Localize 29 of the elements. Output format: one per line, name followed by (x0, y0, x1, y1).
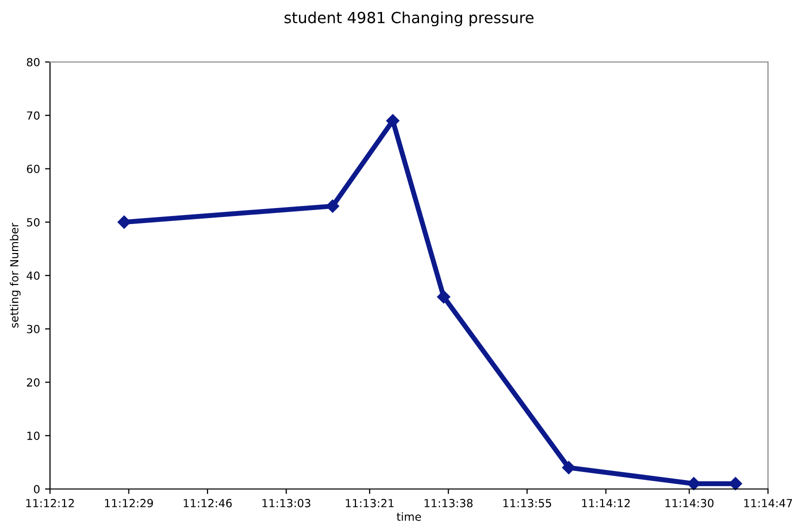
point (386, 114, 400, 128)
point (326, 200, 340, 213)
x-tick-label: 11:12:12 (26, 498, 74, 508)
y-tick-label: 0 (34, 484, 40, 494)
point (437, 290, 450, 304)
y-tick-label: 50 (26, 218, 40, 227)
point (562, 461, 576, 474)
x-tick-label: 11:14:30 (666, 498, 714, 508)
x-tick-label: 11:12:46 (184, 498, 232, 508)
chart-title: student 4981 Changing pressure (284, 12, 534, 26)
y-tick-label: 70 (27, 111, 40, 120)
x-tick-label: 11:13:55 (503, 498, 552, 508)
x-tick-label: 11:13:03 (262, 498, 310, 508)
x-tick-label: 11:12:29 (105, 498, 153, 508)
y-tick-label: 60 (26, 164, 40, 174)
point (687, 477, 700, 490)
y-tick-label: 20 (26, 378, 40, 387)
y-tick-label: 80 (26, 58, 40, 66)
y-tick-label: 30 (26, 324, 40, 334)
x-tick-label: 11:14:12 (582, 498, 630, 508)
point (118, 216, 131, 229)
point (728, 477, 742, 490)
x-tick-label: 11:14:47 (744, 499, 792, 508)
y-axis-title: setting for Number (10, 222, 21, 328)
y-tick-label: 40 (26, 271, 40, 280)
x-tick-label: 11:13:21 (346, 498, 394, 508)
x-tick-label: 11:13:38 (424, 498, 473, 508)
y-tick-label: 10 (27, 432, 40, 440)
x-axis-title: time (396, 512, 421, 521)
